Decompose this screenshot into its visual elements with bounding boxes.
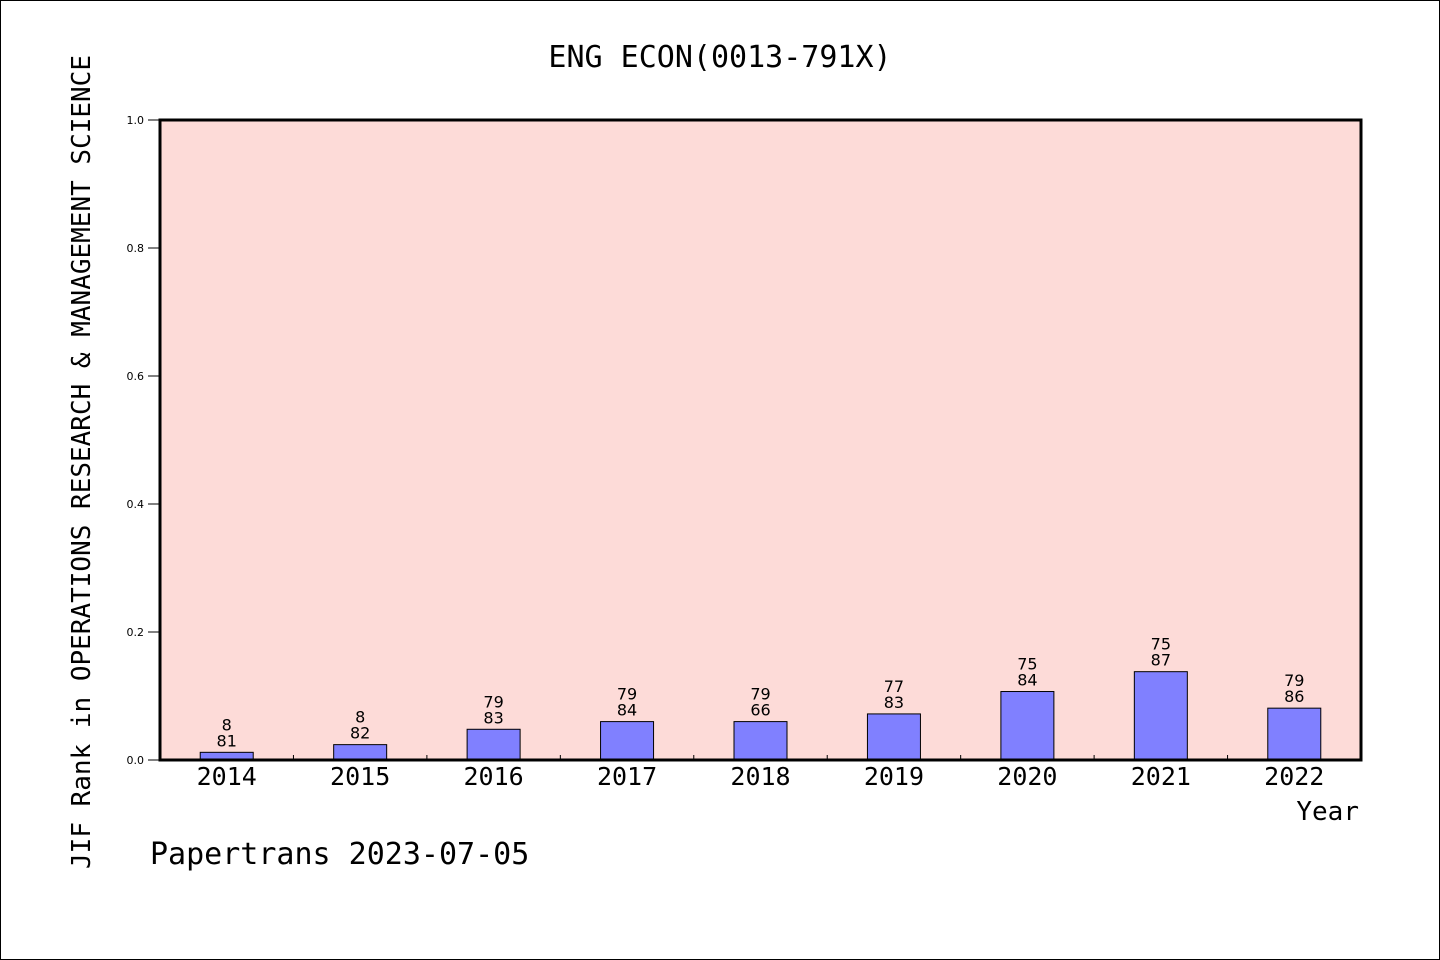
x-tick-label-2020: 2020 [997, 762, 1057, 791]
bar-label-top-2020: 75 [1017, 655, 1037, 674]
ticks-group: 2014 2015 2016 2017 2018 2019 2020 2021 2022 0.0 0… [127, 114, 1325, 791]
x-tick-label-2021: 2021 [1131, 762, 1191, 791]
x-tick-label-2016: 2016 [464, 762, 524, 791]
bar-2022 [1267, 707, 1322, 761]
y-tick-label-0.6: 0.6 [127, 370, 145, 383]
bar-label-top-2022: 79 [1284, 671, 1304, 690]
bar-label-top-2019: 77 [884, 677, 904, 696]
x-tick-label-2018: 2018 [730, 762, 790, 791]
bar-label-bottom-2016: 83 [483, 708, 503, 727]
y-tick-label-0.0: 0.0 [127, 754, 145, 767]
bar-2015 [333, 744, 388, 761]
x-tick-label-2017: 2017 [597, 762, 657, 791]
bar-2018 [733, 721, 788, 761]
x-tick-label-2015: 2015 [330, 762, 390, 791]
bar-label-bottom-2017: 84 [617, 701, 637, 720]
bar-label-bottom-2015: 82 [350, 724, 370, 743]
y-axis-label: JIF Rank in OPERATIONS RESEARCH & MANAGE… [67, 55, 97, 869]
bar-label-top-2015: 8 [355, 708, 365, 727]
x-tick-label-2022: 2022 [1264, 762, 1324, 791]
y-tick-label-0.8: 0.8 [127, 242, 145, 255]
plot-border [158, 118, 1363, 762]
x-tick-label-2019: 2019 [864, 762, 924, 791]
chart-title: ENG ECON(0013-791X) [548, 40, 891, 75]
bar-2019 [866, 713, 921, 761]
bar-label-top-2021: 75 [1151, 635, 1171, 654]
bar-2021 [1133, 671, 1188, 761]
bar-label-top-2014: 8 [222, 715, 232, 734]
bar-label-bottom-2014: 81 [217, 731, 237, 750]
plot-area [160, 120, 1361, 760]
y-tick-label-0.2: 0.2 [127, 626, 145, 639]
bar-2016 [466, 728, 521, 761]
bar-label-bottom-2019: 83 [884, 693, 904, 712]
bar-2020 [1000, 691, 1055, 761]
bar-label-top-2018: 79 [750, 685, 770, 704]
bar-label-bottom-2022: 86 [1284, 687, 1304, 706]
bar-2017 [600, 721, 655, 761]
bar-label-top-2016: 79 [483, 692, 503, 711]
footer-credit: Papertrans 2023-07-05 [150, 837, 529, 872]
bar-label-bottom-2018: 66 [750, 701, 770, 720]
y-tick-label-1.0: 1.0 [127, 114, 145, 127]
bar-label-bottom-2021: 87 [1151, 651, 1171, 670]
x-tick-label-2014: 2014 [197, 762, 257, 791]
bar-label-bottom-2020: 84 [1017, 671, 1037, 690]
y-tick-label-0.4: 0.4 [127, 498, 145, 511]
bar-label-top-2017: 79 [617, 685, 637, 704]
x-axis-label: Year [1296, 797, 1359, 827]
